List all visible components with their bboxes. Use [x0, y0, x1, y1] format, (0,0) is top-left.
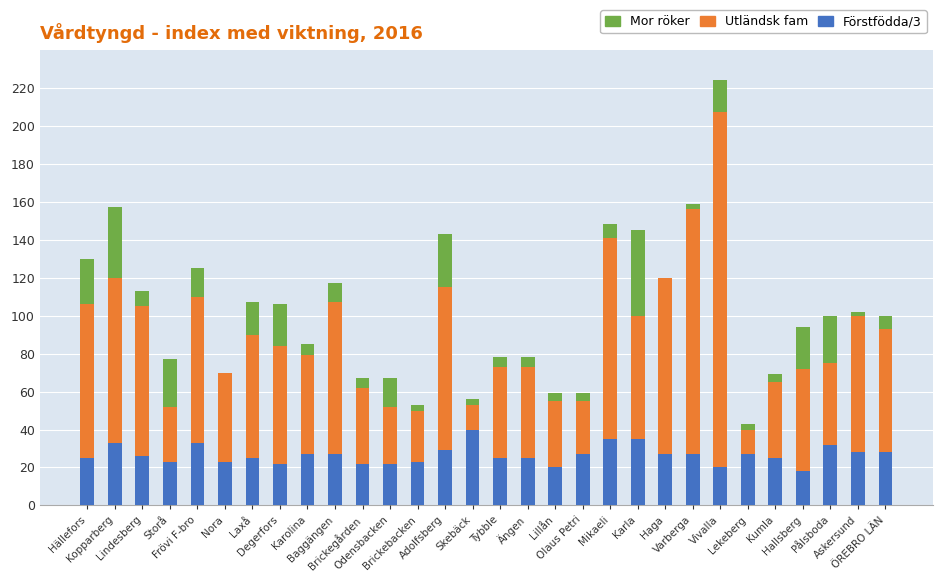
Bar [438, 287, 452, 451]
Bar [576, 394, 590, 401]
Bar [796, 369, 810, 471]
Bar [686, 454, 700, 505]
Bar [329, 454, 342, 505]
Bar [356, 378, 369, 388]
Bar [329, 303, 342, 454]
Bar [136, 456, 149, 505]
Bar [823, 445, 837, 505]
Bar [300, 344, 314, 356]
Bar [548, 394, 562, 401]
Bar [80, 304, 94, 458]
Bar [273, 463, 287, 505]
Bar [603, 439, 617, 505]
Bar [576, 401, 590, 454]
Bar [494, 357, 507, 367]
Bar [273, 304, 287, 346]
Bar [631, 315, 645, 439]
Bar [658, 454, 672, 505]
Bar [191, 443, 204, 505]
Bar [714, 113, 727, 468]
Bar [603, 224, 617, 238]
Bar [191, 297, 204, 443]
Bar [768, 458, 783, 505]
Bar [465, 405, 480, 430]
Bar [245, 458, 260, 505]
Bar [465, 399, 480, 405]
Bar [796, 471, 810, 505]
Bar [851, 315, 865, 452]
Text: Vårdtyngd - index med viktning, 2016: Vårdtyngd - index med viktning, 2016 [40, 23, 423, 43]
Bar [411, 410, 425, 462]
Bar [603, 238, 617, 439]
Bar [465, 430, 480, 505]
Bar [521, 367, 534, 458]
Bar [631, 230, 645, 315]
Bar [163, 407, 177, 462]
Bar [329, 283, 342, 303]
Bar [108, 443, 122, 505]
Bar [768, 382, 783, 458]
Bar [356, 388, 369, 463]
Bar [300, 356, 314, 454]
Bar [823, 315, 837, 363]
Bar [741, 424, 754, 430]
Bar [768, 374, 783, 382]
Bar [879, 329, 892, 452]
Bar [521, 357, 534, 367]
Bar [494, 367, 507, 458]
Bar [879, 452, 892, 505]
Bar [741, 454, 754, 505]
Bar [300, 454, 314, 505]
Bar [163, 462, 177, 505]
Bar [383, 407, 396, 463]
Bar [879, 315, 892, 329]
Bar [438, 234, 452, 287]
Bar [631, 439, 645, 505]
Bar [494, 458, 507, 505]
Bar [714, 468, 727, 505]
Bar [658, 278, 672, 454]
Bar [163, 359, 177, 407]
Bar [548, 401, 562, 468]
Bar [245, 303, 260, 335]
Bar [576, 454, 590, 505]
Bar [136, 306, 149, 456]
Bar [80, 259, 94, 304]
Bar [108, 278, 122, 443]
Bar [796, 327, 810, 369]
Bar [218, 462, 232, 505]
Legend: Mor röker, Utländsk fam, Förstfödda/3: Mor röker, Utländsk fam, Förstfödda/3 [600, 10, 927, 33]
Bar [851, 312, 865, 315]
Bar [686, 203, 700, 209]
Bar [714, 80, 727, 113]
Bar [823, 363, 837, 445]
Bar [383, 463, 396, 505]
Bar [356, 463, 369, 505]
Bar [218, 373, 232, 462]
Bar [108, 208, 122, 278]
Bar [245, 335, 260, 458]
Bar [521, 458, 534, 505]
Bar [411, 405, 425, 410]
Bar [136, 291, 149, 306]
Bar [383, 378, 396, 407]
Bar [273, 346, 287, 463]
Bar [438, 451, 452, 505]
Bar [741, 430, 754, 454]
Bar [686, 209, 700, 454]
Bar [411, 462, 425, 505]
Bar [191, 268, 204, 297]
Bar [851, 452, 865, 505]
Bar [548, 468, 562, 505]
Bar [80, 458, 94, 505]
